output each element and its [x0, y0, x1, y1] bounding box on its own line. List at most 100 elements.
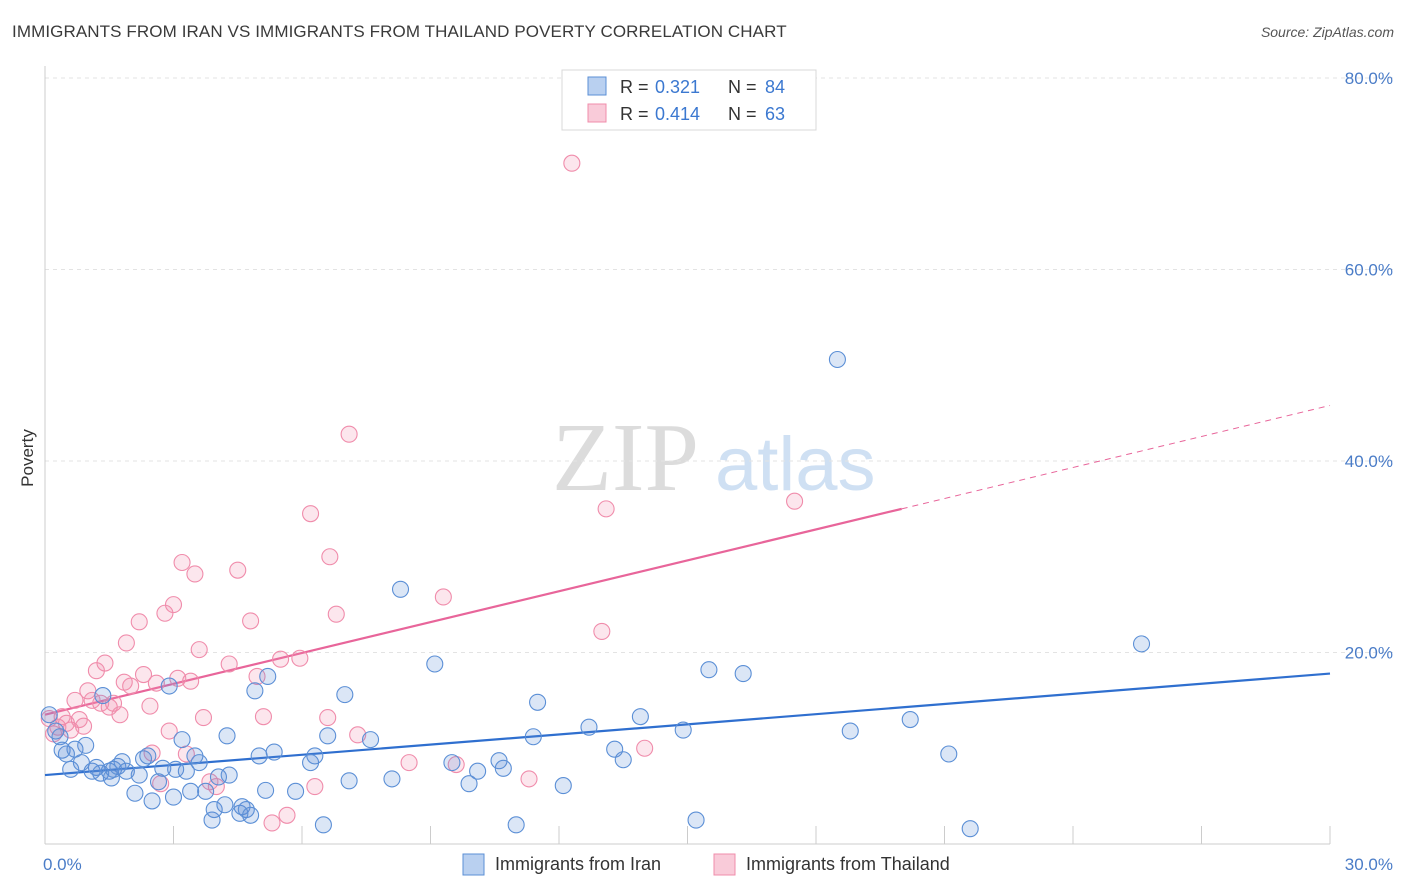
data-point-iran: [160, 677, 178, 695]
data-point-thailand: [254, 708, 273, 726]
data-point-iran: [828, 350, 846, 369]
data-point-iran: [203, 811, 221, 829]
data-point-iran: [130, 766, 148, 784]
data-point-thailand: [597, 500, 615, 518]
legend-n-value-thailand: 63: [765, 104, 785, 124]
data-point-thailand: [164, 596, 183, 614]
data-point-iran: [674, 721, 692, 739]
data-point-iran: [631, 708, 649, 726]
data-point-iran: [94, 687, 112, 705]
data-point-iran: [734, 665, 752, 683]
data-point-thailand: [220, 655, 238, 673]
data-point-thailand: [327, 605, 345, 623]
data-point-iran: [117, 762, 135, 780]
data-point-thailand: [319, 709, 337, 727]
data-point-thailand: [229, 561, 247, 579]
data-point-iran: [469, 762, 487, 780]
data-point-thailand: [156, 604, 174, 622]
data-point-iran: [940, 745, 958, 763]
trend-lines: [44, 404, 1331, 777]
data-point-thailand: [186, 565, 204, 583]
data-point-iran: [197, 782, 215, 800]
data-point-iran: [154, 759, 172, 777]
data-point-thailand: [194, 709, 213, 727]
data-point-thailand: [434, 588, 452, 606]
data-point-thailand: [111, 706, 129, 724]
data-point-iran: [580, 718, 598, 736]
data-point-iran: [242, 806, 260, 824]
trend-line-thailand-extension: [901, 404, 1331, 510]
data-point-thailand: [321, 548, 339, 566]
x-tick-label-min: 0.0%: [43, 855, 82, 874]
data-point-iran: [306, 747, 324, 765]
bottom-legend-label-thailand: Immigrants from Thailand: [746, 854, 950, 874]
data-point-iran: [250, 747, 268, 765]
data-point-thailand: [130, 613, 148, 631]
bottom-legend-swatch-thailand: [713, 853, 736, 876]
data-point-iran: [167, 760, 185, 778]
data-point-iran: [113, 753, 131, 771]
data-point-iran: [177, 762, 195, 780]
data-point-iran: [961, 820, 979, 838]
correlation-legend: R = 0.321 N = 84 R = 0.414 N = 63: [561, 69, 817, 131]
data-point-thailand: [160, 722, 178, 740]
data-point-thailand: [272, 650, 290, 668]
legend-n-label-iran: N =: [728, 77, 757, 97]
data-point-iran: [901, 710, 919, 729]
data-point-thailand: [182, 672, 200, 690]
data-point-iran: [164, 788, 183, 806]
data-point-iran: [361, 731, 380, 749]
data-point-iran: [391, 580, 410, 598]
data-point-iran: [173, 731, 191, 749]
data-point-iran: [287, 782, 305, 800]
chart-title: IMMIGRANTS FROM IRAN VS IMMIGRANTS FROM …: [12, 22, 787, 41]
data-point-iran: [126, 784, 144, 802]
y-tick-label: 80.0%: [1345, 69, 1393, 88]
legend-r-label-iran: R =: [620, 77, 649, 97]
data-point-thailand: [340, 425, 358, 443]
y-tick-label: 20.0%: [1345, 644, 1393, 663]
series-thailand-points: [40, 154, 804, 832]
legend-r-label-thailand: R =: [620, 104, 649, 124]
data-point-thailand: [122, 677, 140, 695]
data-point-iran: [257, 781, 275, 799]
data-point-iran: [507, 816, 525, 834]
legend-swatch-thailand: [587, 103, 607, 123]
data-point-iran: [687, 811, 705, 829]
data-point-iran: [426, 655, 444, 673]
data-point-iran: [443, 754, 461, 772]
data-point-thailand: [520, 770, 538, 788]
data-point-iran: [143, 792, 161, 810]
data-point-iran: [614, 751, 632, 769]
data-point-iran: [149, 773, 168, 791]
bottom-legend-swatch-iran: [462, 853, 485, 876]
data-point-iran: [319, 727, 337, 745]
trend-line-iran: [44, 672, 1331, 777]
data-point-iran: [40, 706, 58, 724]
data-point-iran: [314, 816, 332, 834]
data-point-iran: [259, 667, 277, 685]
trend-line-thailand: [44, 507, 902, 716]
data-point-thailand: [147, 674, 165, 692]
data-point-iran: [220, 766, 238, 784]
data-point-thailand: [278, 806, 296, 824]
data-point-iran: [336, 686, 354, 704]
data-point-iran: [340, 772, 358, 790]
data-point-thailand: [563, 154, 581, 172]
data-point-iran: [494, 759, 512, 777]
data-point-iran: [51, 728, 69, 746]
legend-r-value-thailand: 0.414: [655, 104, 700, 124]
data-point-iran: [209, 768, 228, 786]
data-point-iran: [216, 796, 234, 814]
source-credit: Source: ZipAtlas.com: [1260, 24, 1394, 40]
x-tick-label-max: 30.0%: [1345, 855, 1393, 874]
data-point-iran: [218, 727, 236, 745]
data-point-iran: [460, 775, 478, 793]
data-point-iran: [190, 754, 208, 772]
legend-r-value-iran: 0.321: [655, 77, 700, 97]
grid: 20.0% 40.0% 60.0% 80.0%: [45, 69, 1393, 663]
data-point-thailand: [134, 665, 153, 684]
data-point-thailand: [242, 612, 260, 630]
data-point-thailand: [141, 697, 159, 715]
y-axis-label: Poverty: [18, 429, 37, 487]
